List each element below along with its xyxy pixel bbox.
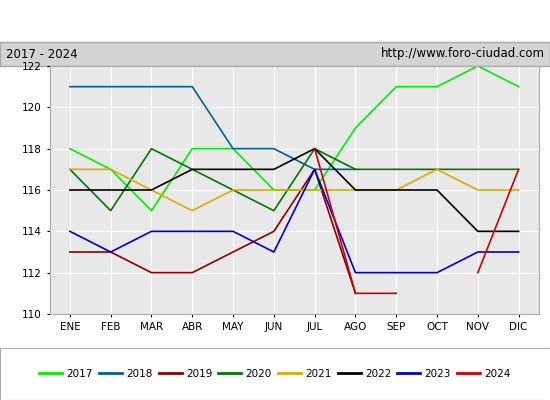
Text: 2017 - 2024: 2017 - 2024 bbox=[6, 48, 77, 60]
Legend: 2017, 2018, 2019, 2020, 2021, 2022, 2023, 2024: 2017, 2018, 2019, 2020, 2021, 2022, 2023… bbox=[40, 369, 510, 379]
FancyBboxPatch shape bbox=[0, 42, 550, 66]
Text: http://www.foro-ciudad.com: http://www.foro-ciudad.com bbox=[381, 48, 544, 60]
Text: Evolucion num de emigrantes en Trefacio: Evolucion num de emigrantes en Trefacio bbox=[131, 14, 419, 28]
